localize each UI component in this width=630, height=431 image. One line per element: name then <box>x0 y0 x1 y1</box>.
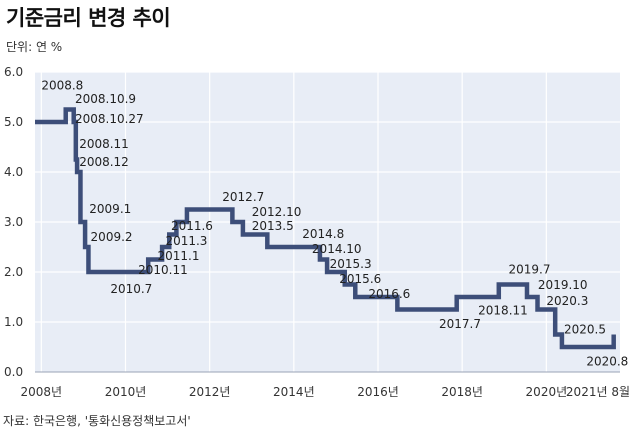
y-tick-label: 0.0 <box>4 365 23 379</box>
date-annotation: 2010.11 <box>138 263 188 277</box>
date-annotation: 2016.6 <box>368 287 410 301</box>
date-annotation: 2019.7 <box>508 263 550 277</box>
date-annotation: 2020.5 <box>564 323 606 337</box>
date-annotation: 2011.6 <box>171 219 213 233</box>
chart-title: 기준금리 변경 추이 <box>6 6 171 30</box>
date-annotation: 2013.5 <box>252 219 294 233</box>
y-tick-label: 1.0 <box>4 315 23 329</box>
date-annotation: 2017.7 <box>439 317 481 331</box>
date-annotation: 2015.3 <box>330 257 372 271</box>
x-tick-label: 2012년 <box>189 385 231 399</box>
y-tick-label: 6.0 <box>4 65 23 79</box>
y-tick-label: 4.0 <box>4 165 23 179</box>
date-annotation: 2008.10.27 <box>75 112 144 126</box>
date-annotation: 2009.2 <box>91 230 133 244</box>
date-annotation: 2014.10 <box>312 242 362 256</box>
x-tick-label: 2014년 <box>273 385 315 399</box>
date-annotation: 2014.8 <box>302 227 344 241</box>
date-annotation: 2019.10 <box>538 278 588 292</box>
x-tick-label: 2018년 <box>441 385 483 399</box>
y-tick-label: 2.0 <box>4 265 23 279</box>
date-annotation: 2012.7 <box>222 190 264 204</box>
x-tick-label: 2021년 8월 <box>566 385 630 399</box>
x-tick-label: 2020년 <box>526 385 568 399</box>
x-tick-label: 2016년 <box>357 385 399 399</box>
date-annotation: 2011.3 <box>165 234 207 248</box>
date-annotation: 2008.11 <box>79 137 129 151</box>
date-annotation: 2015.6 <box>339 272 381 286</box>
date-annotation: 2011.1 <box>157 249 199 263</box>
date-annotation: 2020.8 <box>586 355 628 369</box>
date-annotation: 2020.3 <box>546 294 588 308</box>
x-tick-label: 2010년 <box>105 385 147 399</box>
date-annotation: 2010.7 <box>110 282 152 296</box>
date-annotation: 2008.12 <box>79 155 129 169</box>
unit-label: 단위: 연 % <box>6 40 63 54</box>
rate-step-line <box>35 107 616 350</box>
y-tick-label: 5.0 <box>4 115 23 129</box>
source-note: 자료: 한국은행, '통화신용정책보고서' <box>3 414 191 428</box>
date-annotation: 2008.8 <box>41 79 83 93</box>
date-annotation: 2009.1 <box>89 202 131 216</box>
y-tick-label: 3.0 <box>4 215 23 229</box>
date-annotation: 2018.11 <box>478 304 528 318</box>
date-annotation: 2012.10 <box>252 205 302 219</box>
date-annotation: 2008.10.9 <box>75 92 136 106</box>
x-tick-label: 2008년 <box>21 385 63 399</box>
